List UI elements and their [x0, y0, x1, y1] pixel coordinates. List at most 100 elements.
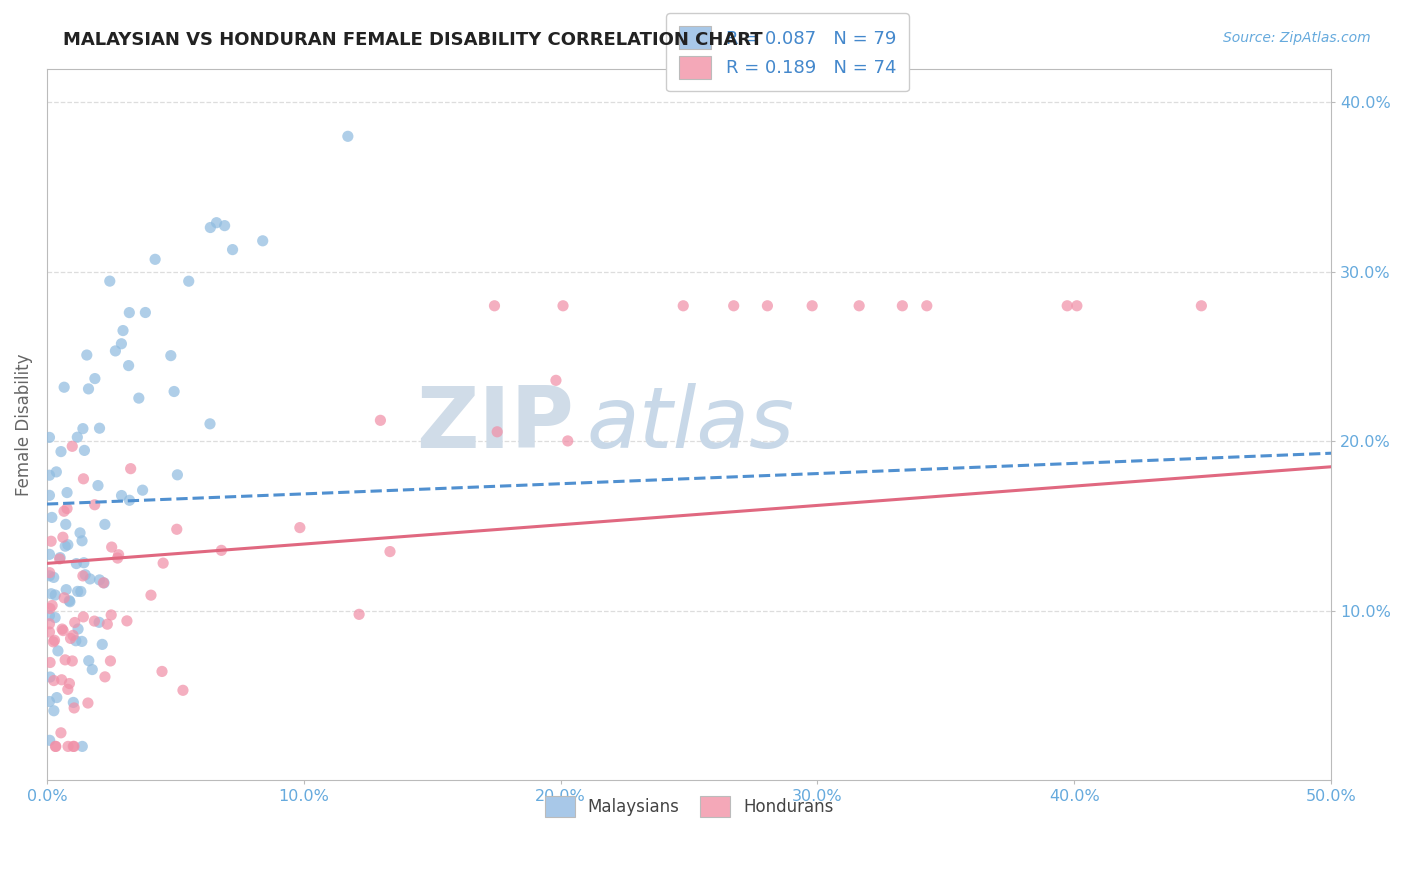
Point — [93, 575, 115, 590]
Point — [551, 299, 574, 313]
Point — [38, 608, 60, 623]
Text: ZIP: ZIP — [416, 383, 574, 466]
Point — [77, 382, 100, 396]
Point — [83, 614, 105, 628]
Point — [65, 633, 87, 648]
Point — [44, 739, 66, 754]
Point — [38, 547, 60, 561]
Point — [56, 682, 79, 697]
Point — [56, 739, 79, 754]
Point — [77, 696, 100, 710]
Point — [48, 552, 70, 566]
Point — [100, 540, 122, 554]
Point — [62, 628, 84, 642]
Legend: Malaysians, Hondurans: Malaysians, Hondurans — [536, 788, 842, 825]
Point — [83, 371, 105, 385]
Point — [128, 391, 150, 405]
Point — [1189, 299, 1212, 313]
Point — [70, 533, 93, 548]
Point — [38, 430, 60, 444]
Point — [77, 654, 100, 668]
Point — [111, 324, 134, 338]
Point — [72, 739, 94, 754]
Point — [91, 637, 114, 651]
Point — [756, 299, 779, 313]
Point — [104, 343, 127, 358]
Point — [94, 517, 117, 532]
Point — [51, 622, 73, 636]
Point — [38, 733, 60, 747]
Point — [45, 690, 67, 705]
Text: MALAYSIAN VS HONDURAN FEMALE DISABILITY CORRELATION CHART: MALAYSIAN VS HONDURAN FEMALE DISABILITY … — [63, 31, 763, 49]
Point — [41, 510, 63, 524]
Point — [115, 614, 138, 628]
Point — [150, 665, 173, 679]
Point — [378, 544, 401, 558]
Y-axis label: Female Disability: Female Disability — [15, 353, 32, 496]
Point — [38, 694, 60, 708]
Point — [38, 468, 60, 483]
Point — [56, 485, 79, 500]
Point — [56, 538, 79, 552]
Point — [53, 539, 76, 553]
Point — [53, 504, 76, 518]
Point — [39, 534, 62, 549]
Point — [62, 739, 84, 754]
Point — [152, 556, 174, 570]
Point — [166, 467, 188, 482]
Point — [55, 582, 77, 597]
Point — [53, 380, 76, 394]
Point — [44, 588, 66, 602]
Point — [723, 299, 745, 313]
Point — [93, 575, 115, 590]
Point — [221, 243, 243, 257]
Point — [69, 525, 91, 540]
Point — [177, 274, 200, 288]
Point — [73, 443, 96, 458]
Point — [98, 274, 121, 288]
Point — [107, 548, 129, 562]
Point — [163, 384, 186, 399]
Point — [49, 444, 72, 458]
Point — [198, 417, 221, 431]
Point — [69, 584, 91, 599]
Point — [79, 572, 101, 586]
Point — [59, 632, 82, 646]
Point — [38, 616, 60, 631]
Point — [89, 615, 111, 630]
Point — [42, 635, 65, 649]
Point — [100, 654, 122, 668]
Point — [172, 683, 194, 698]
Point — [100, 607, 122, 622]
Point — [39, 670, 62, 684]
Point — [56, 501, 79, 516]
Point — [39, 656, 62, 670]
Point — [46, 644, 69, 658]
Point — [59, 595, 82, 609]
Point — [166, 522, 188, 536]
Point — [63, 615, 86, 630]
Point — [672, 299, 695, 313]
Point — [45, 739, 67, 754]
Point — [94, 670, 117, 684]
Point — [42, 673, 65, 688]
Point — [801, 299, 824, 313]
Point — [58, 676, 80, 690]
Point — [200, 220, 222, 235]
Point — [65, 557, 87, 571]
Point — [60, 439, 83, 453]
Point — [87, 478, 110, 492]
Point — [131, 483, 153, 498]
Point — [891, 299, 914, 313]
Point — [83, 498, 105, 512]
Point — [134, 305, 156, 319]
Point — [110, 489, 132, 503]
Point — [38, 488, 60, 502]
Point — [67, 622, 90, 636]
Point — [38, 569, 60, 583]
Point — [159, 349, 181, 363]
Point — [58, 593, 80, 607]
Point — [75, 567, 97, 582]
Point — [53, 591, 76, 605]
Point — [347, 607, 370, 622]
